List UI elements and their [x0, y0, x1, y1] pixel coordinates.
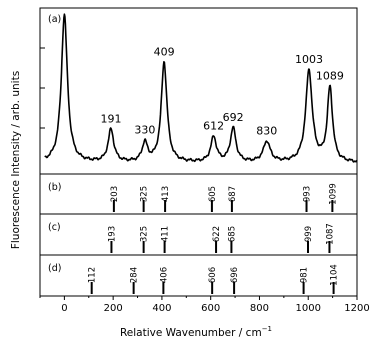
panel-b-sticks: (b) 203 325 413 605 687 993 1099: [48, 182, 338, 212]
panel-d-sticks: (d) 112 284 406 606 696 981 1104: [48, 263, 340, 294]
stick-label: 622: [212, 226, 222, 242]
stick-label: 999: [304, 226, 314, 242]
panel-b-tag: (b): [48, 182, 61, 193]
stick-label: 411: [161, 226, 171, 242]
stick-label: 1104: [330, 264, 340, 286]
spectrum-line: [44, 13, 358, 163]
panel-a-tag: (a): [48, 14, 61, 25]
peak-label: 191: [100, 113, 121, 126]
stick-label: 687: [228, 186, 238, 202]
stick-label: 413: [161, 186, 171, 202]
x-tick-label: 600: [201, 303, 220, 314]
y-axis-title: Fluorescence Intensity / arb. units: [10, 71, 22, 249]
stick-label: 1099: [328, 183, 338, 205]
stick-label: 203: [110, 186, 120, 202]
x-tick-label: 1000: [296, 303, 321, 314]
stick-label: 325: [140, 186, 150, 202]
stick-label: 406: [159, 267, 169, 283]
stick-label: 605: [208, 186, 218, 202]
stick-label: 1087: [325, 223, 335, 245]
x-tick-label: 200: [104, 303, 123, 314]
stick-label: 685: [227, 226, 237, 242]
peak-label: 409: [154, 45, 175, 58]
x-axis-title-text: Relative Wavenumber / cm: [120, 327, 262, 339]
peak-label: 612: [203, 120, 224, 133]
x-axis-title-superscript: −1: [262, 325, 272, 333]
panel-d-tag: (d): [48, 263, 61, 274]
x-axis: 0 200 400 600 800 1000 1200: [39, 296, 370, 314]
panel-c-tag: (c): [48, 222, 61, 233]
stick-label: 981: [300, 267, 310, 283]
stick-label: 993: [303, 186, 313, 202]
stick-label: 112: [88, 267, 98, 283]
x-tick-label: 800: [250, 303, 269, 314]
stick-label: 696: [230, 267, 240, 283]
x-tick-label: 1200: [344, 303, 369, 314]
peak-label: 1089: [316, 70, 344, 83]
x-tick-label: 0: [61, 303, 67, 314]
plot-frame: [39, 7, 358, 297]
stick-label: 284: [130, 267, 140, 283]
stick-label: 325: [140, 226, 150, 242]
panel-c-sticks: (c) 193 325 411 622 685 999 1087: [48, 222, 335, 253]
peak-label: 692: [223, 111, 244, 124]
x-axis-title: Relative Wavenumber / cm−1: [120, 325, 272, 339]
peak-label: 830: [256, 125, 277, 138]
peak-label: 330: [134, 124, 155, 137]
stick-label: 193: [107, 226, 117, 242]
peak-label: 1003: [295, 53, 323, 66]
x-tick-label: 400: [152, 303, 171, 314]
stick-label: 606: [208, 267, 218, 283]
plot-border: [39, 7, 358, 297]
